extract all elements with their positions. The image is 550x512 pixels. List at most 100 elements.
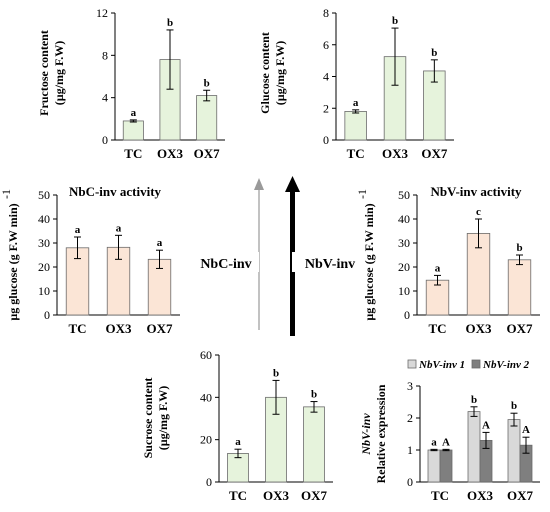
y-axis-label-line: Relative expression: [374, 384, 388, 483]
y-axis-label: Sucrose content (µg/mg F.W): [141, 378, 170, 459]
nbc-inv-arrow-head: [254, 178, 264, 190]
significance-label: a: [157, 237, 163, 249]
y-tick-label: 0: [407, 475, 413, 489]
x-tick-label: OX3: [382, 146, 409, 161]
y-axis-label-line: µg glucose (g F.W min): [362, 203, 376, 320]
significance-label: b: [516, 242, 522, 254]
bar: [507, 419, 521, 483]
y-tick-label: 60: [200, 348, 212, 362]
x-tick-label: TC: [428, 321, 446, 336]
y-tick-label: 8: [323, 6, 329, 20]
y-tick-label: 20: [398, 260, 410, 274]
y-tick-label: 1: [407, 443, 413, 457]
significance-label: c: [476, 206, 481, 218]
legend-label: NbV-inv 2: [482, 359, 530, 371]
y-axis-label-line: (µg/mg F.W): [156, 386, 170, 450]
x-tick-label: OX3: [466, 321, 493, 336]
y-axis-label-line: (µg/mg F.W): [273, 41, 287, 105]
y-tick-label: 0: [102, 133, 108, 147]
nbv-inv-arrow-head: [285, 176, 300, 192]
significance-label: b: [392, 15, 398, 27]
x-tick-label: TC: [68, 321, 86, 336]
y-axis-label-superscript: -1: [355, 189, 369, 199]
y-tick-label: 30: [398, 236, 410, 250]
y-axis-label-line: µg glucose (g F.W min): [6, 203, 20, 320]
x-tick-label: TC: [347, 146, 365, 161]
chart-glucose: 0 2 4 6 8 TC OX3 OX7 a b b Glucose content (µg/mg F.…: [258, 6, 454, 161]
x-tick-label: TC: [229, 488, 247, 503]
y-tick-label: 2: [407, 411, 413, 425]
significance-label: a: [353, 97, 359, 109]
x-tick-label: OX7: [421, 146, 448, 161]
y-tick-label: 6: [323, 38, 329, 52]
y-tick-label: 0: [44, 308, 50, 322]
y-tick-label: 50: [38, 188, 50, 202]
significance-label: b: [431, 47, 437, 59]
bar: [196, 95, 218, 141]
x-tick-label: OX3: [106, 321, 133, 336]
y-tick-label: 50: [398, 188, 410, 202]
x-tick-label: OX3: [467, 488, 494, 503]
center-label-bg-nbv: [292, 252, 360, 272]
chart-sucrose: 0 20 40 60 TC OX3 OX7 a b b Sucrose content (µg/mg …: [141, 348, 333, 503]
y-tick-label: 20: [200, 433, 212, 447]
bar: [427, 449, 441, 483]
significance-label: a: [131, 107, 137, 119]
y-axis-label: µg glucose (g F.W min) -1: [0, 189, 20, 321]
y-tick-label: 10: [398, 284, 410, 298]
x-tick-label: OX3: [263, 488, 290, 503]
bar: [439, 449, 453, 483]
legend-swatch: [471, 359, 481, 369]
bar: [303, 406, 325, 483]
x-tick-label: OX7: [301, 488, 328, 503]
y-axis-label: NbV-inv Relative expression: [359, 384, 388, 483]
y-tick-label: 40: [200, 390, 212, 404]
y-tick-label: 40: [398, 212, 410, 226]
x-tick-label: OX7: [194, 146, 221, 161]
y-axis-label-line: NbV-inv: [359, 413, 373, 456]
chart-title: NbV-inv activity: [430, 184, 522, 199]
y-tick-label: 20: [38, 260, 50, 274]
center-diagram: NbC-inv NbV-inv: [195, 176, 360, 336]
bar: [122, 120, 144, 141]
nbv-inv-label: NbV-inv: [305, 257, 355, 272]
significance-label: b: [273, 367, 279, 379]
significance-label: A: [442, 436, 450, 448]
x-tick-label: OX3: [157, 146, 184, 161]
bar: [507, 259, 532, 316]
legend-label: NbV-inv 1: [418, 359, 465, 371]
significance-label: A: [522, 424, 530, 436]
x-tick-label: OX7: [507, 488, 534, 503]
y-tick-label: 2: [323, 101, 329, 115]
y-tick-label: 10: [38, 284, 50, 298]
x-tick-label: TC: [124, 146, 142, 161]
y-tick-label: 0: [404, 308, 410, 322]
center-label-bg-nbc: [195, 252, 259, 272]
x-tick-label: OX7: [507, 321, 534, 336]
y-tick-label: 0: [206, 475, 212, 489]
y-axis-label: µg glucose (g F.W min) -1: [355, 189, 376, 321]
significance-label: a: [235, 436, 241, 448]
significance-label: b: [167, 17, 173, 29]
legend-swatch: [407, 359, 417, 369]
bar: [467, 411, 481, 483]
significance-label: a: [435, 262, 441, 274]
significance-label: b: [511, 400, 517, 412]
y-tick-label: 30: [38, 236, 50, 250]
significance-label: A: [482, 419, 490, 431]
x-tick-label: TC: [431, 488, 449, 503]
y-axis-label: Glucose content (µg/mg F.W): [258, 32, 287, 114]
y-tick-label: 4: [102, 91, 108, 105]
bar: [344, 111, 367, 141]
significance-label: b: [311, 389, 317, 401]
y-axis-label-line: (µg/mg F.W): [52, 41, 66, 105]
y-tick-label: 0: [323, 133, 329, 147]
chart-title: NbC-inv activity: [69, 184, 162, 199]
y-tick-label: 40: [38, 212, 50, 226]
y-tick-label: 12: [96, 6, 108, 20]
y-axis-label: Fructose content (µg/mg F.W): [37, 30, 66, 116]
y-tick-label: 4: [323, 70, 329, 84]
